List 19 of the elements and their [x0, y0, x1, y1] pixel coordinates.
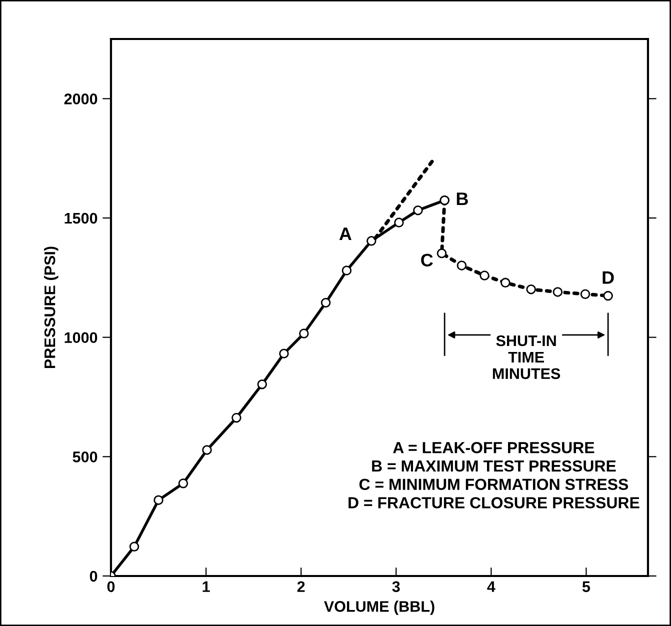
annotation: SHUT-IN TIME MINUTES [492, 335, 560, 380]
annotation: D [602, 271, 614, 284]
y-tick-label: 0 [90, 570, 98, 582]
annotation: A = LEAK-OFF PRESSURE B = MAXIMUM TEST PRESSURE C = MINIMUM FORMATION STRESS D = FRACTURE CLOSURE PRESSURE [348, 442, 640, 508]
y-tick-label: 2000 [64, 94, 98, 104]
annotation: B [456, 192, 468, 205]
x-tick-label: 2 [297, 581, 305, 592]
x-tick-label: 1 [202, 581, 210, 592]
x-axis-title: VOLUME (BBL) [324, 600, 434, 615]
x-tick-label: 5 [582, 581, 590, 592]
x-tick-label: 4 [487, 581, 496, 592]
y-tick-label: 1500 [64, 212, 98, 224]
x-tick-label: 0 [107, 581, 115, 592]
annotation: A [339, 228, 352, 240]
y-tick-label: 500 [72, 452, 98, 462]
y-axis-title: PRESSURE (PSI) [44, 246, 58, 368]
y-tick-label: 1000 [64, 332, 98, 344]
annotation: C [421, 254, 433, 266]
x-tick-label: 3 [392, 581, 400, 592]
